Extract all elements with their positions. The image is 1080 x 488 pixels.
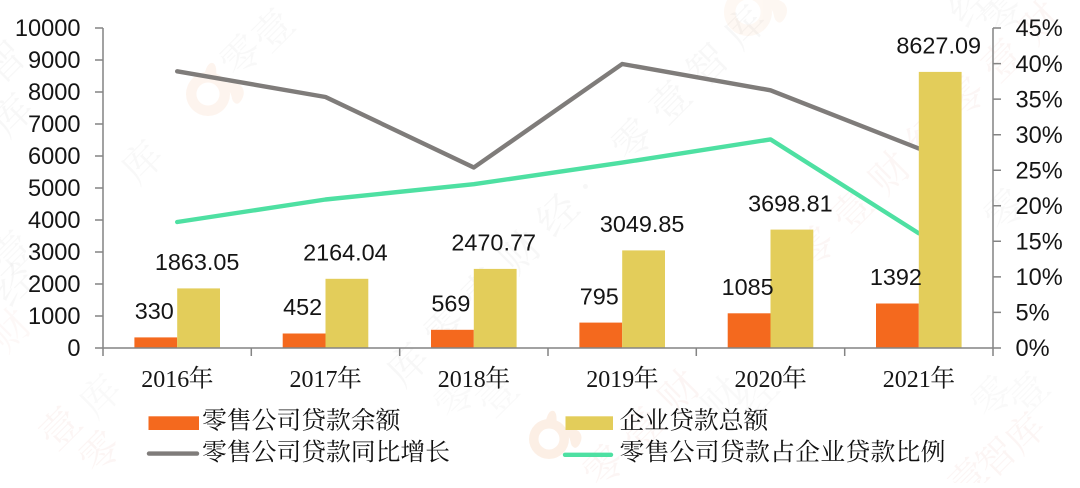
svg-text:2016: 2016 [141,367,189,393]
svg-text:35%: 35% [1016,87,1063,113]
svg-text:10%: 10% [1016,265,1063,291]
svg-text:569: 569 [431,291,470,317]
svg-text:45%: 45% [1016,16,1063,42]
svg-text:4000: 4000 [28,208,81,234]
svg-text:5000: 5000 [28,176,81,202]
svg-text:3000: 3000 [28,240,81,266]
svg-text:3698.81: 3698.81 [748,190,833,216]
svg-text:25%: 25% [1016,158,1063,184]
svg-text:15%: 15% [1016,230,1063,256]
svg-text:1863.05: 1863.05 [155,249,240,275]
svg-text:1000: 1000 [28,304,81,330]
svg-text:10000: 10000 [15,16,81,42]
svg-text:2021: 2021 [883,367,931,393]
svg-text:7000: 7000 [28,112,81,138]
svg-text:20%: 20% [1016,194,1063,220]
svg-text:3049.85: 3049.85 [600,211,685,237]
svg-text:8000: 8000 [28,80,81,106]
svg-text:2018: 2018 [438,367,486,393]
svg-text:30%: 30% [1016,123,1063,149]
svg-text:1085: 1085 [722,274,774,300]
svg-text:1392: 1392 [870,264,922,290]
svg-text:40%: 40% [1016,52,1063,78]
svg-text:2017: 2017 [290,367,338,393]
svg-text:2470.77: 2470.77 [451,230,536,256]
svg-text:2019: 2019 [586,367,634,393]
svg-text:452: 452 [283,294,322,320]
svg-text:2020: 2020 [735,367,783,393]
svg-text:0%: 0% [1016,336,1050,362]
svg-text:6000: 6000 [28,144,81,170]
svg-text:9000: 9000 [28,48,81,74]
svg-text:330: 330 [135,298,174,324]
svg-text:2164.04: 2164.04 [303,240,388,266]
svg-text:8627.09: 8627.09 [896,33,981,59]
svg-text:0: 0 [67,336,80,362]
svg-text:5%: 5% [1016,301,1050,327]
svg-text:2000: 2000 [28,272,81,298]
svg-text:795: 795 [580,283,619,309]
